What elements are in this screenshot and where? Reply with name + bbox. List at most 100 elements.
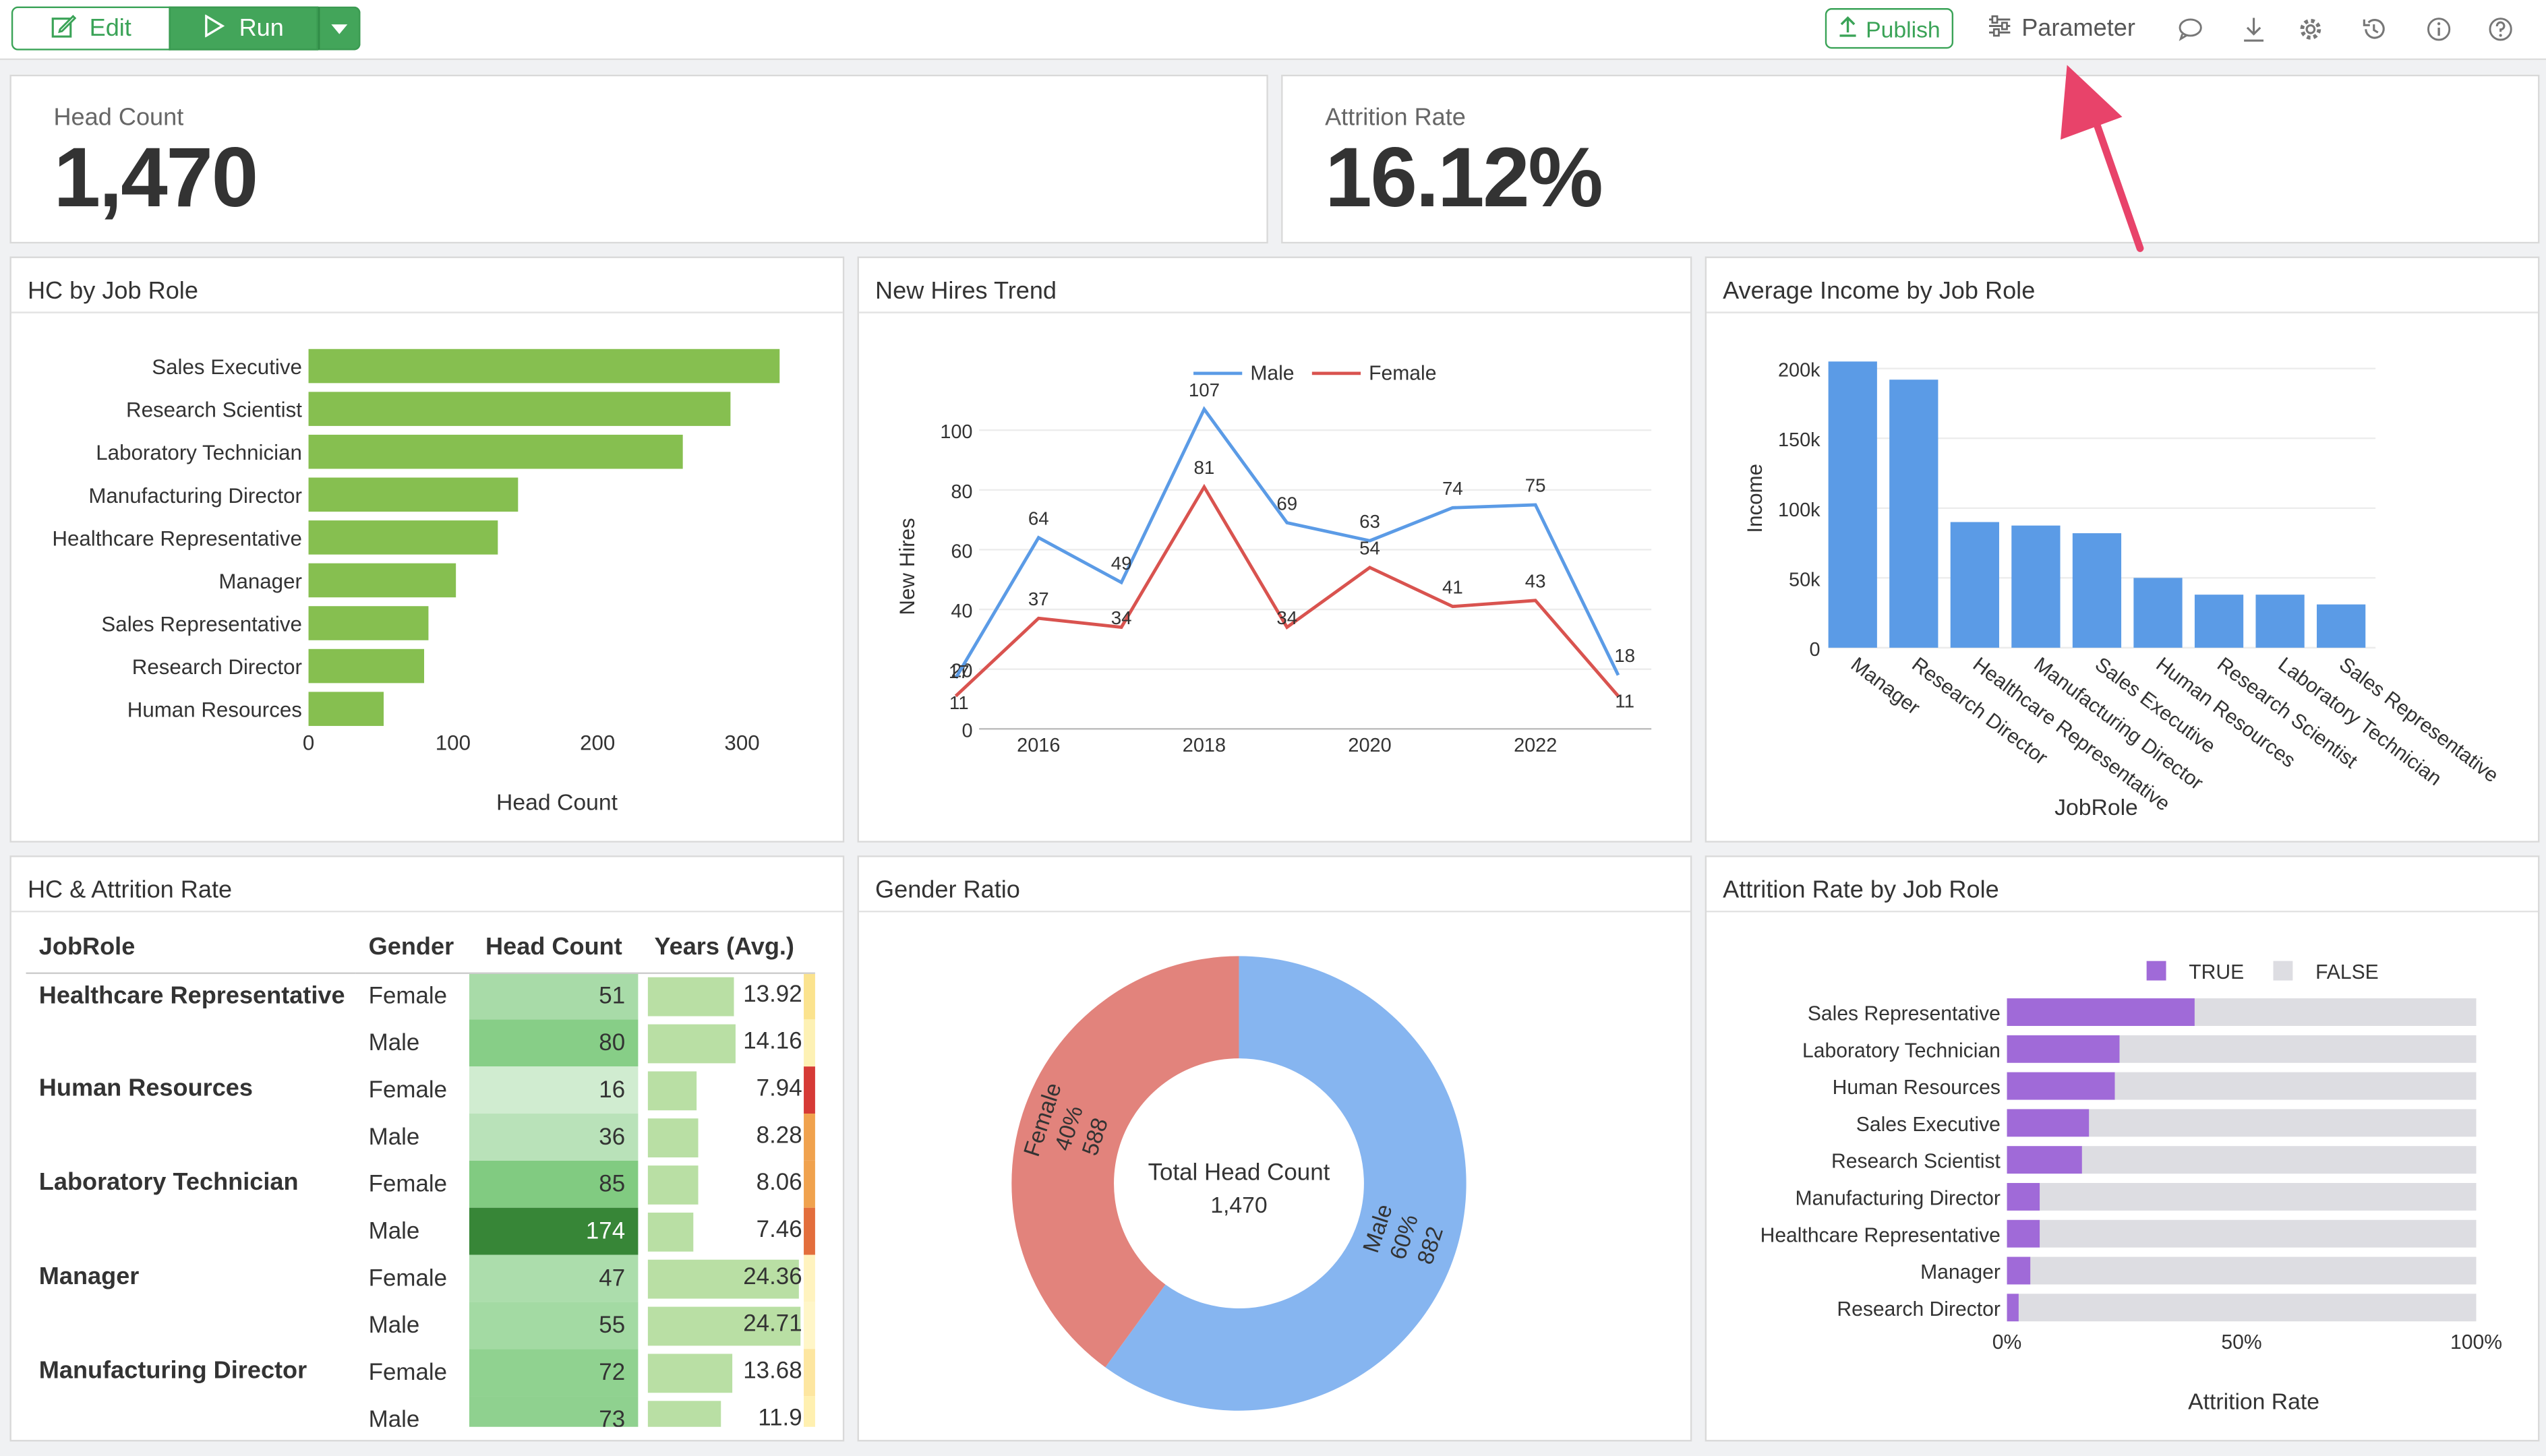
hc-by-role-title: HC by Job Role [27,277,198,305]
table-row[interactable]: Human Resources Female 16 7.94 [26,1066,815,1114]
years-bar-cell: 13.92 [647,977,802,1016]
data-label: 64 [1028,508,1049,528]
bar [2317,604,2366,648]
cell-jobrole: Manager [38,1263,140,1291]
comment-icon[interactable] [2176,15,2205,44]
slice [1105,956,1467,1411]
toolbar: Edit Run Publish Parameter [0,0,2546,61]
x-axis-label: Head Count [496,790,618,816]
cell-headcount: 47 [469,1254,639,1302]
bar [1889,380,1938,648]
y-tick-label: Healthcare Representative [1760,1224,2001,1246]
publish-button[interactable]: Publish [1825,8,1954,49]
y-tick-label: Sales Executive [1856,1114,2001,1136]
table-row[interactable]: Healthcare Representative Female 51 13.92 [26,972,815,1020]
bar-segment [2114,1072,2477,1100]
hc-attrition-table-viewport[interactable]: JobRole Gender Head Count Years (Avg.) H… [11,912,843,1427]
years-bar [647,1023,736,1063]
bar-segment [2007,1072,2115,1100]
bar [1950,522,1999,648]
y-tick-label: 50k [1789,569,1820,590]
x-tick-label: 200 [580,731,615,755]
col-header-years[interactable]: Years (Avg.) [638,923,815,973]
y-tick-label: 40 [951,601,972,622]
bar [308,392,731,426]
cell-years: 11.9 [638,1396,815,1427]
data-label: 69 [1276,493,1297,514]
data-label: 49 [1111,553,1132,574]
table-row[interactable]: Male 73 11.9 [26,1396,815,1427]
help-icon[interactable] [2486,15,2515,44]
bar-segment [2007,1109,2090,1137]
cell-years: 7.94 [638,1066,815,1114]
legend-swatch [2146,961,2166,981]
table-row[interactable]: Male 80 14.16 [26,1019,815,1067]
edit-button[interactable]: Edit [11,6,171,51]
y-tick-label: 100 [940,421,972,443]
history-icon[interactable] [2359,15,2388,44]
kpi-attrition-value: 16.12% [1325,131,1603,226]
x-tick-label: 2020 [1348,735,1391,756]
cell-headcount: 72 [469,1349,639,1397]
attrition-by-role-chart: TRUE FALSE Sales Representative Laboratory … [1760,961,2502,1414]
y-tick-label: 60 [951,541,972,562]
table-row[interactable]: Male 36 8.28 [26,1114,815,1161]
hc-by-role-chart: Sales Executive Research Scientist Laborat… [52,348,780,816]
data-label: 75 [1525,475,1546,496]
years-value: 24.71 [743,1310,802,1337]
annotation-arrow [2061,65,2144,252]
cell-gender: Female [368,1171,448,1198]
y-tick-label: Research Scientist [126,398,302,422]
years-bar [647,1211,694,1251]
data-label: 81 [1194,457,1215,478]
years-value: 24.36 [743,1263,802,1290]
cell-years: 13.92 [638,973,815,1020]
y-tick-label: Human Resources [127,698,302,722]
attrition-flag [804,1160,815,1208]
years-bar [647,1070,697,1110]
table-row[interactable]: Laboratory Technician Female 85 8.06 [26,1160,815,1208]
cell-gender: Female [368,1076,448,1103]
table-row[interactable]: Male 55 24.71 [26,1302,815,1349]
donut-center-title: Total Head Count [1148,1159,1330,1186]
table-row[interactable]: Manufacturing Director Female 72 13.68 [26,1349,815,1397]
y-tick-label: Healthcare Representative [52,526,302,550]
bar [2011,525,2061,648]
y-tick-label: Research Scientist [1831,1151,2001,1173]
attrition-flag [804,1019,815,1067]
years-bar [647,1258,798,1298]
bar-segment [2007,1035,2120,1063]
attrition-flag [804,1066,815,1114]
edit-label: Edit [89,14,131,42]
years-bar-cell: 7.94 [647,1070,802,1110]
x-axis-label: JobRole [2054,795,2138,820]
table-row[interactable]: Male 174 7.46 [26,1207,815,1255]
series-line [954,483,1620,698]
col-header-jobrole[interactable]: JobRole [26,923,356,973]
download-icon[interactable] [2239,15,2268,44]
table-row[interactable]: Manager Female 47 24.36 [26,1254,815,1302]
years-bar [647,1118,699,1157]
x-tick-label: 2018 [1183,735,1226,756]
info-icon[interactable] [2424,15,2453,44]
parameter-button[interactable]: Parameter [1988,8,2135,49]
cell-years: 24.71 [638,1302,815,1349]
y-tick-label: Manager [218,570,302,593]
cell-jobrole: Laboratory Technician [38,1168,299,1196]
play-icon [204,13,227,42]
cell-years: 24.36 [638,1254,815,1302]
cell-gender: Male [368,1312,420,1339]
cell-headcount: 36 [469,1114,639,1161]
y-tick-label: 80 [951,481,972,503]
gear-icon[interactable] [2296,15,2325,44]
cell-years: 8.28 [638,1114,815,1161]
bar-segment [2007,998,2195,1026]
col-header-headcount[interactable]: Head Count [469,923,639,973]
cell-gender: Male [368,1218,420,1244]
run-options-button[interactable] [318,6,361,51]
sliders-icon [1988,13,2012,42]
run-button[interactable]: Run [169,6,319,51]
col-header-gender[interactable]: Gender [355,923,469,973]
x-tick-label: 100% [2450,1331,2502,1354]
cell-headcount: 85 [469,1160,639,1208]
